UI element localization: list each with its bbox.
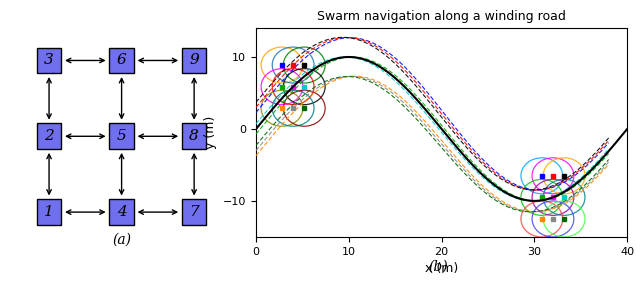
FancyBboxPatch shape: [36, 199, 61, 225]
Title: Swarm navigation along a winding road: Swarm navigation along a winding road: [317, 10, 566, 23]
Text: 6: 6: [116, 54, 127, 67]
FancyBboxPatch shape: [182, 48, 207, 73]
Text: 2: 2: [44, 129, 54, 143]
Text: 4: 4: [116, 205, 127, 219]
Text: 8: 8: [189, 129, 199, 143]
X-axis label: x (m): x (m): [425, 262, 458, 275]
FancyBboxPatch shape: [182, 124, 207, 149]
FancyBboxPatch shape: [36, 124, 61, 149]
FancyBboxPatch shape: [109, 124, 134, 149]
FancyBboxPatch shape: [182, 199, 207, 225]
Text: (a): (a): [112, 232, 131, 246]
Text: 3: 3: [44, 54, 54, 67]
Y-axis label: y (m): y (m): [204, 116, 218, 149]
Text: (b): (b): [429, 259, 448, 274]
FancyBboxPatch shape: [109, 199, 134, 225]
Text: 1: 1: [44, 205, 54, 219]
FancyBboxPatch shape: [109, 48, 134, 73]
Text: 7: 7: [189, 205, 199, 219]
Text: 5: 5: [116, 129, 127, 143]
Text: 9: 9: [189, 54, 199, 67]
FancyBboxPatch shape: [36, 48, 61, 73]
